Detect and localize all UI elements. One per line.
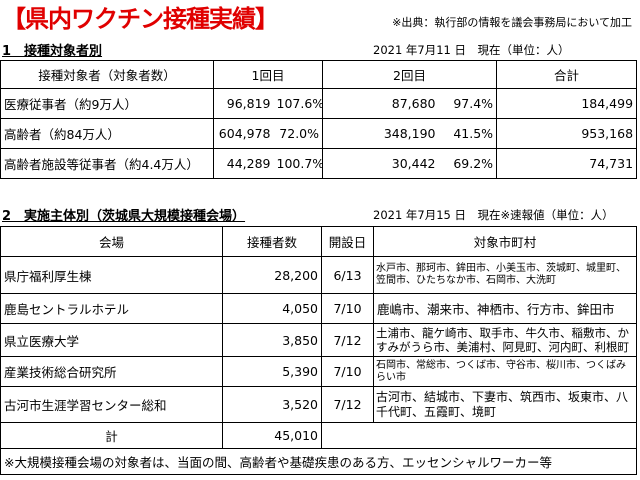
dose2-count: 348,190: [322, 118, 439, 149]
section2-table: 会場 接種者数 開設日 対象市町村 県庁福利厚生棟 28,200 6/13 水戸…: [0, 226, 637, 475]
total-count: 45,010: [222, 422, 322, 449]
header-target: 接種対象者（対象者数）: [0, 60, 214, 89]
footnote: ※大規模接種会場の対象者は、当面の間、高齢者や基礎疾患のある方、エッセンシャルワ…: [0, 448, 637, 475]
vaccinated-count: 28,200: [222, 256, 322, 294]
total-count: 953,168: [496, 118, 638, 149]
header-count: 接種者数: [222, 226, 322, 257]
dose1-rate: 100.7%: [273, 148, 324, 179]
section2-header-row: 会場 接種者数 開設日 対象市町村: [0, 226, 637, 257]
target-areas: 水戸市、那珂市、鉾田市、小美玉市、茨城町、城里町、笠間市、ひたちなか市、石岡市、…: [373, 256, 637, 294]
dose2-count: 30,442: [322, 148, 439, 179]
dose1-rate: 72.0%: [273, 118, 324, 149]
table-row: 高齢者（約84万人） 604,978 72.0% 348,190 41.5% 9…: [0, 118, 638, 149]
source-note: ※出典：執行部の情報を議会事務局において加工: [392, 16, 632, 29]
table-row: 産業技術総合研究所 5,390 7/10 石岡市、常総市、つくば市、守谷市、桜川…: [0, 356, 637, 387]
header-dose1: 1回目: [212, 60, 324, 89]
venue-name: 鹿島セントラルホテル: [0, 293, 223, 324]
header-dose2: 2回目: [322, 60, 498, 89]
open-date: 7/10: [321, 356, 374, 387]
section2-date: 2021 年7月15 日 現在※速報値（単位：人）: [373, 208, 614, 222]
header-total: 合計: [496, 60, 638, 89]
section2-title: 2 実施主体別（茨城県大規模接種会場）: [2, 209, 246, 224]
dose2-rate: 97.4%: [438, 88, 498, 119]
header-areas: 対象市町村: [373, 226, 637, 257]
table-row: 医療従事者（約9万人） 96,819 107.6% 87,680 97.4% 1…: [0, 88, 638, 119]
total-count: 74,731: [496, 148, 638, 179]
dose2-rate: 69.2%: [438, 148, 498, 179]
vaccinated-count: 5,390: [222, 356, 322, 387]
vaccinated-count: 4,050: [222, 293, 322, 324]
total-count: 184,499: [496, 88, 638, 119]
open-date: 7/10: [321, 293, 374, 324]
target-areas: 土浦市、龍ケ崎市、取手市、牛久市、稲敷市、かすみがうら市、美浦村、阿見町、河内町…: [373, 323, 637, 357]
section1-date: 2021 年7月11 日 現在（単位：人）: [373, 43, 570, 57]
open-date: 6/13: [321, 256, 374, 294]
table-row: 古河市生涯学習センター総和 3,520 7/12 古河市、結城市、下妻市、筑西市…: [0, 386, 637, 423]
section1-title: 1 接種対象者別: [2, 44, 103, 59]
row-label: 高齢者（約84万人）: [0, 118, 214, 149]
table-row: 県庁福利厚生棟 28,200 6/13 水戸市、那珂市、鉾田市、小美玉市、茨城町…: [0, 256, 637, 294]
venue-name: 産業技術総合研究所: [0, 356, 223, 387]
section1-table: 接種対象者（対象者数） 1回目 2回目 合計 医療従事者（約9万人） 96,81…: [0, 60, 638, 179]
target-areas: 古河市、結城市、下妻市、筑西市、坂東市、八千代町、五霞町、境町: [373, 386, 637, 423]
target-areas: 鹿嶋市、潮来市、神栖市、行方市、鉾田市: [373, 293, 637, 324]
venue-name: 県立医療大学: [0, 323, 223, 357]
header-venue: 会場: [0, 226, 223, 257]
row-label: 高齢者施設等従事者（約4.4万人）: [0, 148, 214, 179]
total-label: 計: [0, 422, 223, 449]
total-row: 計 45,010: [0, 422, 637, 449]
vaccinated-count: 3,850: [222, 323, 322, 357]
row-label: 医療従事者（約9万人）: [0, 88, 214, 119]
note-row: ※大規模接種会場の対象者は、当面の間、高齢者や基礎疾患のある方、エッセンシャルワ…: [0, 448, 637, 475]
table-row: 高齢者施設等従事者（約4.4万人） 44,289 100.7% 30,442 6…: [0, 148, 638, 179]
table-row: 鹿島セントラルホテル 4,050 7/10 鹿嶋市、潮来市、神栖市、行方市、鉾田…: [0, 293, 637, 324]
page-title: 【県内ワクチン接種実績】: [2, 5, 279, 33]
vaccinated-count: 3,520: [222, 386, 322, 423]
open-date: 7/12: [321, 323, 374, 357]
target-areas: 石岡市、常総市、つくば市、守谷市、桜川市、つくばみらい市: [373, 356, 637, 387]
dose1-count: 96,819: [213, 88, 274, 119]
dose2-rate: 41.5%: [438, 118, 498, 149]
dose1-count: 44,289: [213, 148, 274, 179]
header-open-date: 開設日: [321, 226, 374, 257]
venue-name: 県庁福利厚生棟: [0, 256, 223, 294]
section1-header-row: 接種対象者（対象者数） 1回目 2回目 合計: [0, 60, 638, 89]
dose2-count: 87,680: [322, 88, 439, 119]
dose1-count: 604,978: [213, 118, 274, 149]
table-row: 県立医療大学 3,850 7/12 土浦市、龍ケ崎市、取手市、牛久市、稲敷市、か…: [0, 323, 637, 357]
venue-name: 古河市生涯学習センター総和: [0, 386, 223, 423]
open-date: 7/12: [321, 386, 374, 423]
dose1-rate: 107.6%: [273, 88, 324, 119]
